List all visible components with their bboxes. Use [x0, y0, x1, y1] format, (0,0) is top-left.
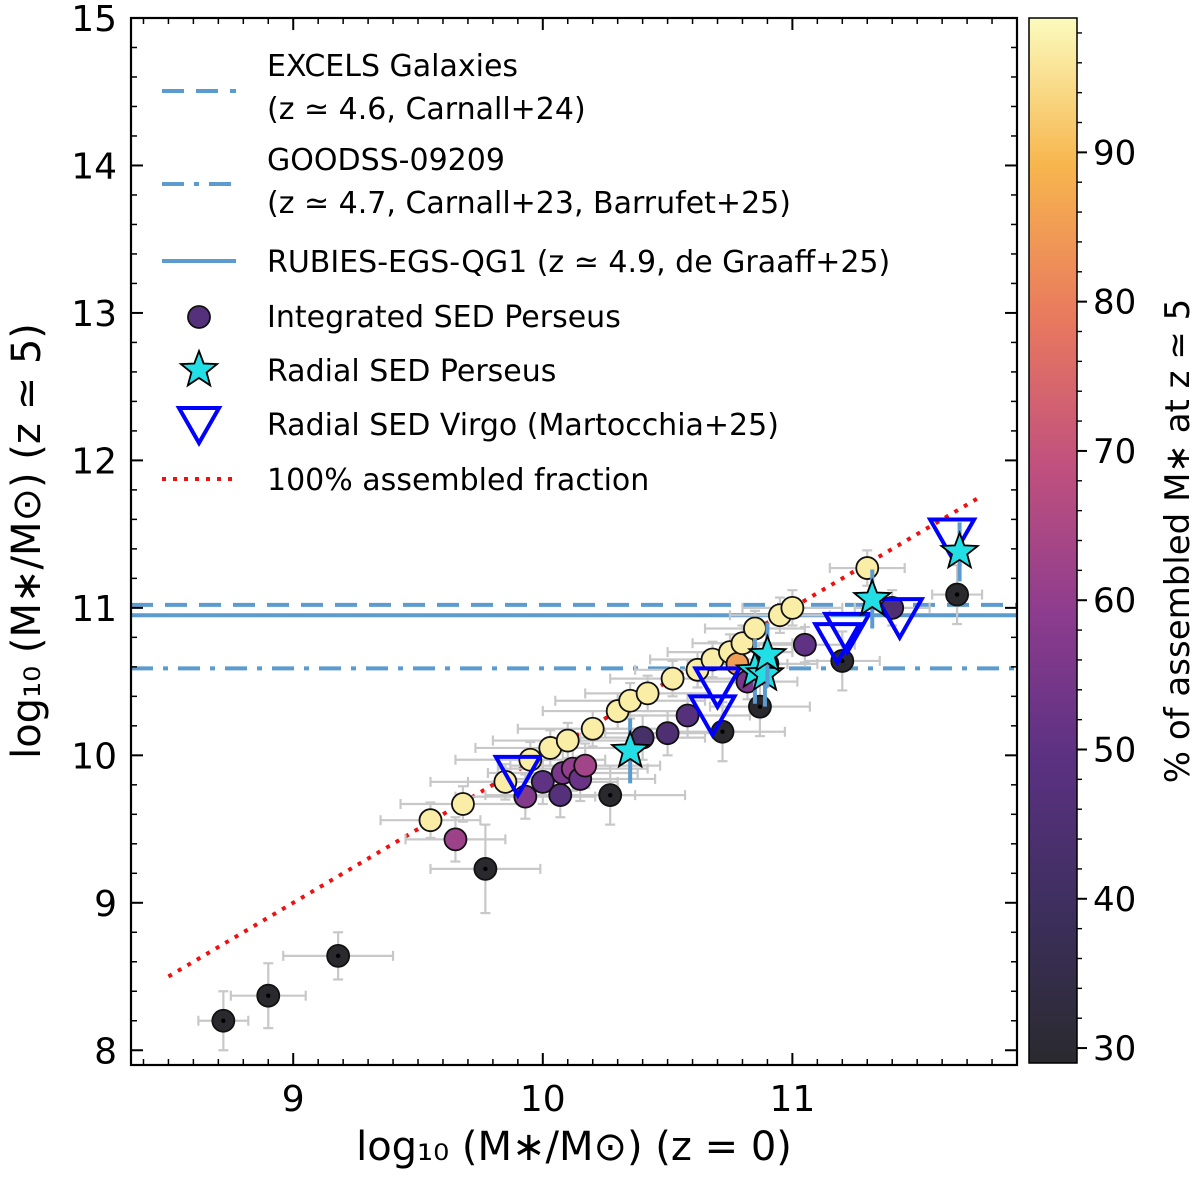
- legend-triangle-marker: [175, 406, 223, 448]
- legend-rubies-label: RUBIES-EGS-QG1 (z ≃ 4.9, de Graaff+25): [267, 245, 890, 280]
- point-center-dot: [266, 993, 271, 998]
- point-center-dot: [221, 1018, 226, 1023]
- y-tick-label-7: 15: [71, 0, 117, 40]
- legend-excels-label: EXCELS Galaxies: [267, 49, 518, 84]
- one-to-one-line: [167, 495, 981, 979]
- point-center-dot: [720, 729, 725, 734]
- virgo-point-2: [692, 666, 743, 711]
- virgo-point-3: [811, 622, 863, 667]
- virgo-point-6: [926, 517, 978, 563]
- radial-perseus-points: [609, 522, 981, 784]
- plot-area: [131, 495, 1017, 1052]
- y-tick-label-1: 9: [94, 884, 117, 925]
- integrated-point-18: [580, 716, 605, 741]
- y-tick-label-3: 11: [71, 589, 117, 630]
- radial-perseus-point-3: [746, 633, 788, 673]
- integrated-point-24: [655, 721, 680, 746]
- integrated-point-39: [792, 632, 817, 657]
- legend-star-label: Radial SED Perseus: [267, 354, 556, 389]
- radial-perseus-point-0: [609, 729, 651, 769]
- y-tick-label-6: 14: [71, 146, 117, 187]
- point-center-dot: [607, 792, 613, 798]
- colorbar-tick-label-0: 30: [1093, 1029, 1136, 1069]
- virgo-point-5: [874, 597, 926, 642]
- point-center-dot: [483, 866, 488, 872]
- integrated-point-10: [530, 769, 555, 794]
- x-axis-ticks: 9 10 11: [142, 18, 1018, 1120]
- integrated-point-17: [573, 753, 598, 778]
- radial-perseus-point-4: [851, 577, 893, 617]
- integrated-point-41: [855, 556, 880, 580]
- colorbar-tick-label-1: 40: [1093, 880, 1136, 920]
- y-tick-label-0: 8: [94, 1031, 117, 1072]
- one-to-one-dotted-line: [167, 495, 981, 979]
- virgo-point-0: [492, 754, 544, 800]
- y-tick-label-5: 13: [71, 294, 117, 335]
- x-tick-label-0: 9: [282, 1079, 305, 1120]
- legend-excels-label-line2: (z ≃ 4.6, Carnall+24): [267, 92, 586, 127]
- x-tick-label-1: 10: [520, 1079, 566, 1120]
- integrated-point-3: [418, 808, 443, 833]
- y-tick-label-4: 12: [71, 441, 117, 482]
- colorbar-ticks: 30 40 50 60 70 80 90: [1077, 32, 1136, 1069]
- x-tick-label-2: 11: [769, 1079, 815, 1120]
- y-tick-label-2: 10: [71, 736, 117, 777]
- legend-integrated-marker: [187, 305, 211, 329]
- colorbar: 30 40 50 60 70 80 90 % of assembled M∗ at z ≃ …: [1028, 17, 1198, 1069]
- colorbar-gradient: [1028, 17, 1078, 1064]
- virgo-point-4: [821, 611, 873, 657]
- colorbar-tick-label-2: 50: [1093, 731, 1136, 771]
- integrated-point-34: [743, 616, 767, 641]
- legend-integrated-label: Integrated SED Perseus: [267, 300, 621, 335]
- point-center-dot: [954, 592, 960, 597]
- virgo-points: [492, 517, 978, 800]
- x-axis-label: log₁₀ (M∗/M⊙) (z = 0): [356, 1124, 792, 1170]
- legend-goodss-label-line2: (z ≃ 4.7, Carnall+23, Barrufet+25): [267, 186, 791, 221]
- integrated-point-14: [555, 728, 580, 753]
- integrated-point-26: [675, 703, 700, 728]
- legend: EXCELS Galaxies (z ≃ 4.6, Carnall+24) GOOD…: [162, 49, 890, 498]
- point-center-dot: [335, 953, 341, 959]
- plot-frame: [129, 16, 1019, 1067]
- integrated-point-38: [780, 595, 805, 620]
- point-center-dot: [757, 704, 763, 709]
- integrated-point-5: [451, 792, 475, 816]
- legend-triangle-label: Radial SED Virgo (Martocchia+25): [267, 408, 779, 443]
- integrated-point-12: [548, 783, 573, 808]
- colorbar-tick-label-4: 70: [1093, 432, 1136, 472]
- legend-star-marker: [178, 348, 220, 388]
- y-axis-label: log₁₀ (M∗/M⊙) (z ≃ 5): [4, 323, 50, 759]
- colorbar-tick-label-3: 60: [1093, 581, 1136, 621]
- legend-goodss-label: GOODSS-09209: [267, 143, 505, 178]
- legend-one-to-one-label: 100% assembled fraction: [267, 463, 649, 498]
- colorbar-tick-label-5: 80: [1093, 283, 1136, 323]
- integrated-point-23: [635, 681, 660, 706]
- colorbar-tick-label-6: 90: [1093, 133, 1136, 173]
- colorbar-label: % of assembled M∗ at z ≃ 5: [1158, 299, 1198, 784]
- integrated-point-25: [660, 666, 685, 691]
- y-axis-ticks: 8 9 10 11 12 13 14 15: [71, 0, 1017, 1072]
- radial-perseus-point-5: [939, 530, 981, 570]
- integrated-point-4: [443, 827, 468, 852]
